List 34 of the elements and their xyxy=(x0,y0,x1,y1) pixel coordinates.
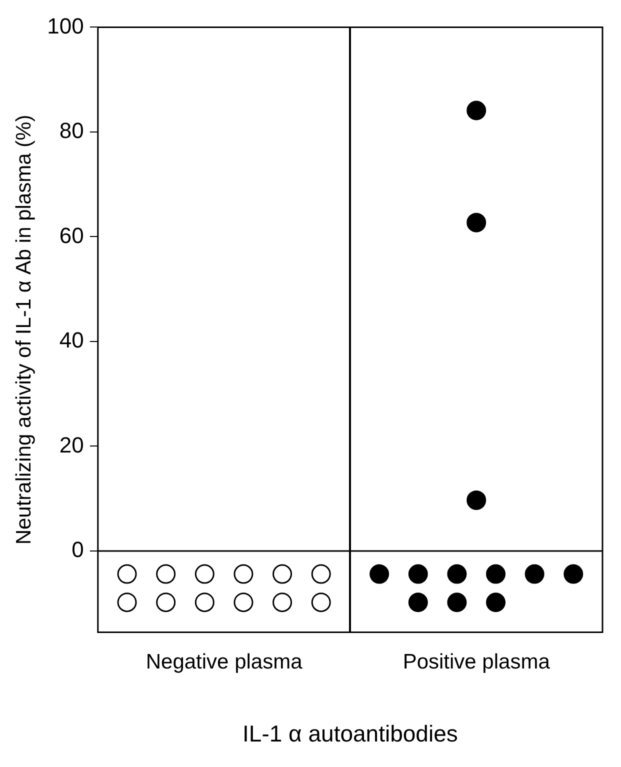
y-tick-label: 100 xyxy=(47,13,84,38)
y-tick-label: 20 xyxy=(59,432,84,458)
x-axis-title: IL-1 α autoantibodies xyxy=(242,720,458,747)
point xyxy=(466,490,486,510)
point xyxy=(117,592,137,612)
point xyxy=(272,592,292,612)
y-tick-label: 80 xyxy=(59,118,84,144)
y-tick-label: 0 xyxy=(72,537,84,562)
point xyxy=(408,564,428,584)
point xyxy=(272,564,292,584)
point xyxy=(234,592,254,612)
point xyxy=(194,592,214,612)
point xyxy=(564,564,584,584)
point xyxy=(466,100,486,120)
point xyxy=(524,564,544,584)
point xyxy=(311,564,331,584)
point xyxy=(408,592,428,612)
point xyxy=(447,592,467,612)
x-tick-label: Positive plasma xyxy=(402,650,550,674)
point xyxy=(156,592,176,612)
point xyxy=(466,212,486,232)
y-axis-title: Neutralizing activity of IL-1 α Ab in plasma (%) xyxy=(12,114,36,545)
point xyxy=(486,592,506,612)
y-tick-label: 40 xyxy=(59,328,84,353)
point xyxy=(117,564,137,584)
point xyxy=(447,564,467,584)
point xyxy=(156,564,176,584)
point xyxy=(370,564,390,584)
point xyxy=(311,592,331,612)
point xyxy=(486,564,506,584)
point xyxy=(234,564,254,584)
point xyxy=(194,564,214,584)
x-tick-label: Negative plasma xyxy=(146,650,303,674)
y-tick-label: 60 xyxy=(59,222,84,248)
